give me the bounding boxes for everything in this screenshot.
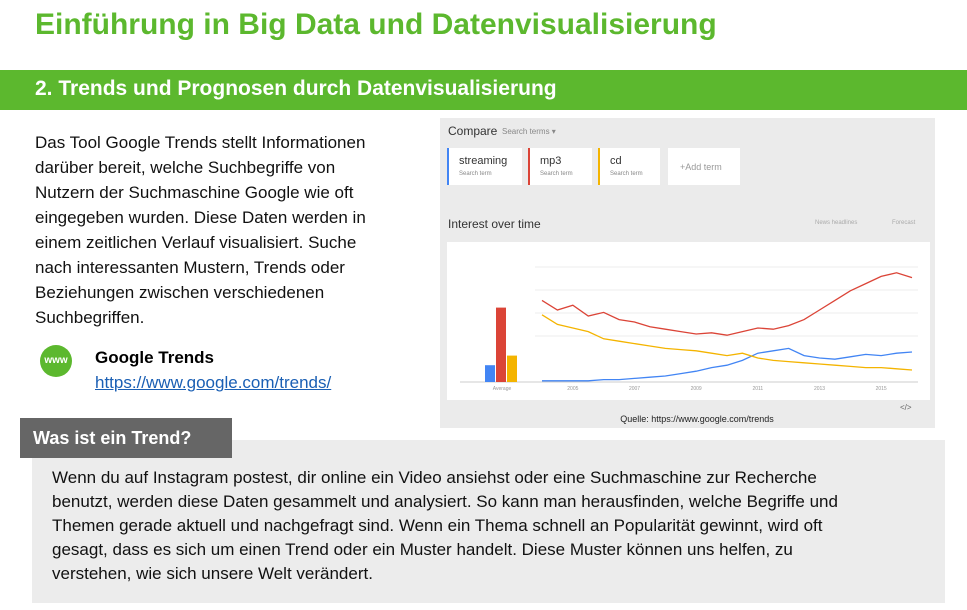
average-bar xyxy=(485,365,495,382)
compare-label: Compare xyxy=(448,124,498,138)
term-name: streaming xyxy=(459,155,507,167)
term-name: mp3 xyxy=(540,155,561,167)
text-line: gesagt, dass es sich um einen Trend oder… xyxy=(52,540,793,559)
plot-area xyxy=(447,242,930,400)
text-line: verstehen, wie sich unsere Welt veränder… xyxy=(52,564,373,583)
text-line: eingegeben wurden. Diese Daten werden in xyxy=(35,208,366,227)
slide-title: Einführung in Big Data und Datenvisualis… xyxy=(35,8,717,41)
embed-icon: </> xyxy=(900,403,912,412)
term-color xyxy=(528,148,530,185)
link[interactable]: https://www.google.com/trends/ xyxy=(95,373,332,392)
x-tick-label: 2009 xyxy=(691,386,702,392)
x-tick-label: 2011 xyxy=(752,386,763,392)
forecast: Forecast xyxy=(892,220,916,226)
term-sub: Search term xyxy=(610,171,643,177)
term-color xyxy=(598,148,600,185)
text-line: Nutzern der Suchmaschine Google wie oft xyxy=(35,183,354,202)
average-bar xyxy=(496,307,506,382)
text-line: nach interessanten Mustern, Trends oder xyxy=(35,258,345,277)
x-tick-label: 2015 xyxy=(876,386,887,392)
text-line: Suchbegriffen. xyxy=(35,308,145,327)
term-color xyxy=(447,148,449,185)
trend-line xyxy=(542,347,913,382)
news-headlines: News headlines xyxy=(815,220,857,226)
search-terms-menu: Search terms ▾ xyxy=(502,127,556,136)
term-sub: Search term xyxy=(459,171,492,177)
text-line: Das Tool Google Trends stellt Informatio… xyxy=(35,133,366,152)
average-label: Average xyxy=(493,386,512,392)
trend-line xyxy=(541,314,913,371)
term-card xyxy=(447,148,522,185)
x-tick-label: 2005 xyxy=(567,386,578,392)
text-line: darüber bereit, welche Suchbegriffe von xyxy=(35,158,336,177)
average-bar xyxy=(507,355,517,382)
www-icon: www xyxy=(40,345,72,377)
x-tick-label: 2013 xyxy=(814,386,825,392)
trends-screenshot: Compare Search terms ▾ streaming Search ter… xyxy=(440,118,935,428)
info-text: Wenn du auf Instagram postest, dir onlin… xyxy=(52,466,838,586)
x-tick-label: 2007 xyxy=(629,386,640,392)
term-sub: Search term xyxy=(540,171,573,177)
interest-title: Interest over time xyxy=(448,217,541,231)
info-title: Was ist ein Trend? xyxy=(20,418,232,458)
section-title: 2. Trends und Prognosen durch Datenvisua… xyxy=(35,77,557,100)
add-term: +Add term xyxy=(680,162,722,172)
text-line: benutzt, werden diese Daten gesammelt un… xyxy=(52,492,838,511)
paragraph: Das Tool Google Trends stellt Informatio… xyxy=(35,130,366,330)
term-name: cd xyxy=(610,155,622,167)
text-line: Wenn du auf Instagram postest, dir onlin… xyxy=(52,468,817,487)
text-line: Beziehungen zwischen verschiedenen xyxy=(35,283,325,302)
text-line: einem zeitlichen Verlauf visualisiert. S… xyxy=(35,233,357,252)
trend-line xyxy=(541,272,913,336)
term-card xyxy=(528,148,592,185)
text-line: Themen gerade aktuell und nachgefragt si… xyxy=(52,516,823,535)
source: Quelle: https://www.google.com/trends xyxy=(620,414,774,424)
add-term-card xyxy=(668,148,740,185)
section-bar xyxy=(0,70,967,110)
info-box xyxy=(32,440,945,603)
link-title: Google Trends xyxy=(95,348,215,367)
term-card xyxy=(598,148,660,185)
